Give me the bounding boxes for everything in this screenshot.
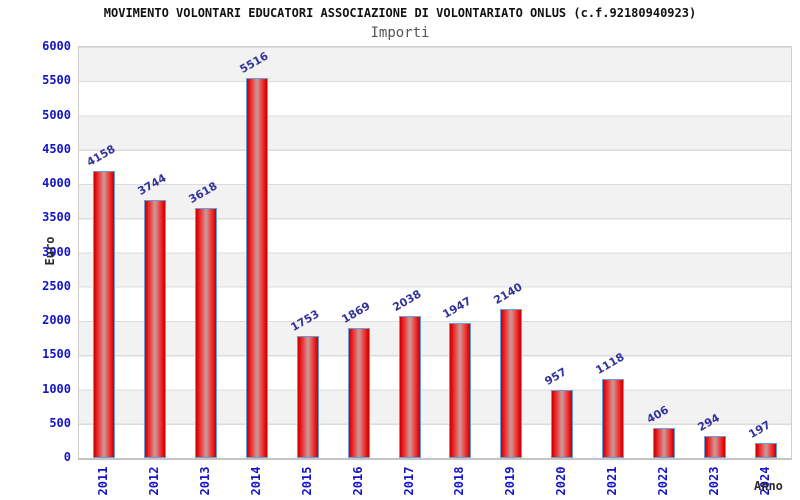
y-tick-label: 6000 — [42, 39, 71, 53]
chart-title: MOVIMENTO VOLONTARI EDUCATORI ASSOCIAZIO… — [103, 6, 697, 20]
y-tick-label: 5000 — [42, 107, 71, 122]
y-tick-label: 3000 — [42, 244, 71, 259]
y-tick-label: 5500 — [42, 73, 71, 88]
bar-value-label: 1869 — [339, 299, 373, 326]
bar — [602, 379, 624, 458]
y-tick-label: 1500 — [42, 347, 71, 362]
x-tick-label: 2018 — [452, 466, 467, 496]
x-tick-label: 2017 — [401, 466, 416, 496]
bar-value-label: 1753 — [288, 307, 322, 334]
bar-value-label: 2038 — [390, 287, 424, 315]
bar — [93, 171, 116, 458]
bar-value-label: 3744 — [135, 170, 169, 198]
bar-value-label: 406 — [644, 403, 671, 427]
bar-value-label: 1118 — [593, 350, 627, 378]
bar — [195, 208, 218, 458]
bar — [449, 322, 472, 458]
x-tick-label: 2021 — [605, 466, 619, 496]
bar — [500, 309, 523, 458]
x-tick-label: 2019 — [503, 466, 518, 496]
x-tick-label: 2012 — [147, 466, 162, 496]
bar — [144, 199, 167, 458]
bar — [754, 442, 777, 458]
bar-value-label: 5516 — [237, 49, 271, 77]
bar-value-label: 197 — [746, 417, 773, 441]
bar-value-label: 3618 — [186, 179, 220, 207]
y-tick-label: 500 — [49, 415, 71, 430]
bar-value-label: 294 — [695, 411, 722, 434]
x-tick-label: 2015 — [299, 466, 314, 496]
bar-value-label: 1947 — [440, 294, 474, 321]
x-tick-label: 2022 — [655, 466, 670, 496]
x-tick-label: 2020 — [554, 466, 569, 496]
x-axis-title: Anno — [754, 479, 783, 493]
bar — [652, 428, 675, 458]
bar-value-label: 2140 — [491, 280, 525, 308]
x-tick-label: 2016 — [350, 466, 365, 496]
y-tick-label: 0 — [63, 450, 71, 464]
y-tick-label: 2000 — [42, 313, 71, 327]
bar — [246, 78, 268, 458]
x-tick-label: 2014 — [249, 466, 263, 496]
bar-value-label: 957 — [542, 365, 570, 389]
y-tick-label: 1000 — [42, 381, 71, 396]
x-tick-label: 2011 — [96, 466, 111, 496]
bar — [398, 316, 421, 458]
chart-subtitle: Importi — [370, 25, 430, 41]
bar — [347, 327, 370, 458]
x-tick-label: 2013 — [198, 466, 213, 496]
y-tick-label: 3500 — [42, 210, 71, 225]
y-tick-label: 4500 — [42, 141, 71, 156]
bar — [703, 435, 726, 458]
y-axis-title: Euro — [43, 236, 57, 266]
bar — [551, 390, 574, 458]
x-tick-label: 2023 — [706, 466, 721, 496]
bar — [296, 335, 319, 458]
bar-value-label: 4158 — [84, 142, 118, 170]
plot-area: 4158 3744 3618 5516 1753 1869 2038 1947 2140 957 1… — [78, 46, 792, 460]
y-tick-label: 2500 — [42, 278, 71, 293]
y-tick-label: 4000 — [42, 176, 71, 190]
